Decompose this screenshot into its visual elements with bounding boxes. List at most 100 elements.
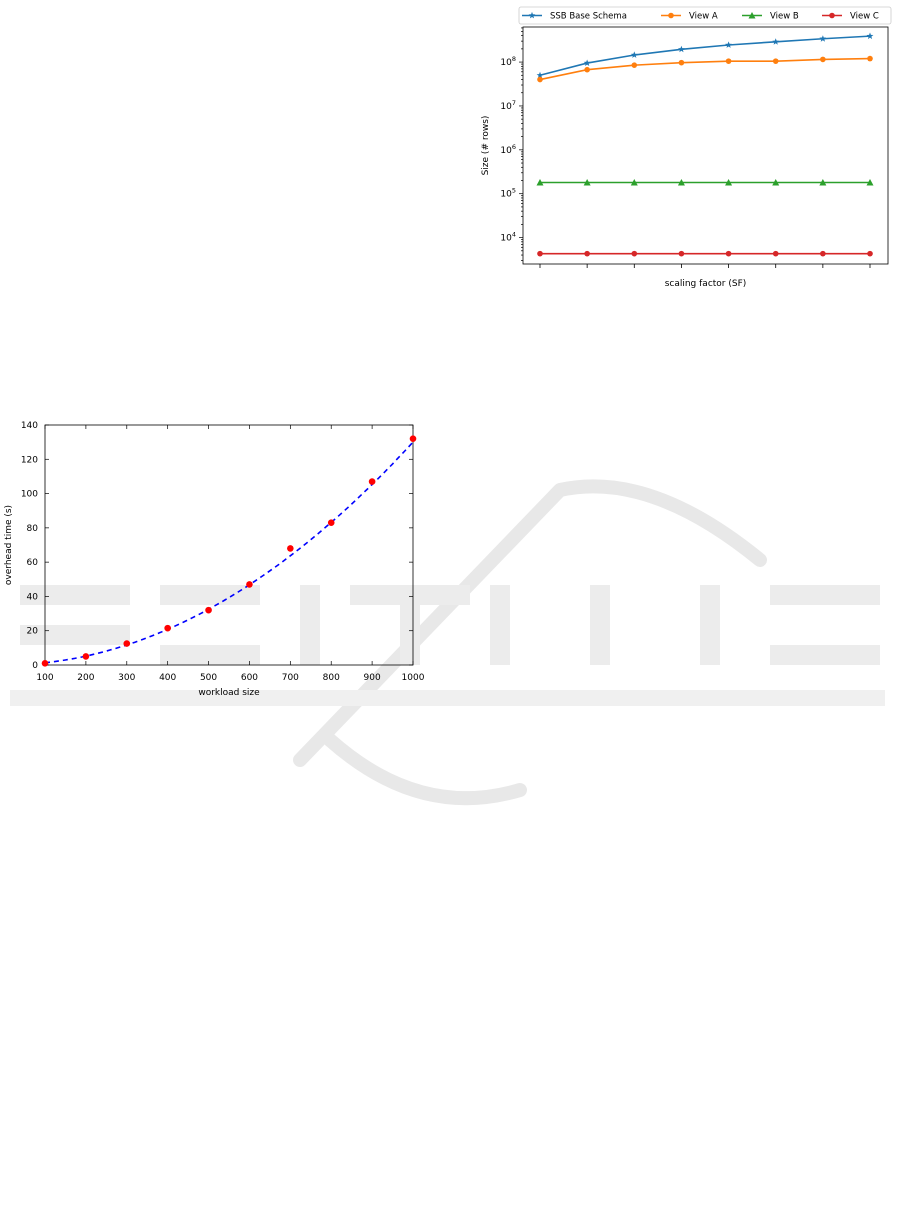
- chart1-point: [537, 76, 543, 83]
- watermark-block: [160, 585, 260, 605]
- chart1-point: [866, 179, 874, 186]
- chart2-x-tick-label: 400: [159, 673, 176, 683]
- chart2-x-tick-label: 100: [36, 673, 53, 683]
- legend-marker-2: [748, 12, 756, 19]
- chart1-y-tick-label: 106: [500, 143, 516, 156]
- chart1-point: [725, 41, 732, 48]
- chart1-point: [630, 179, 638, 186]
- chart2-data-point: [205, 606, 212, 614]
- watermark-swoosh: [293, 479, 767, 767]
- watermark-logo: [293, 479, 767, 806]
- chart2-data-point: [246, 581, 253, 588]
- chart2-x-tick-label: 700: [282, 673, 299, 683]
- chart1-point: [867, 250, 873, 257]
- watermark-letter-blocks: [20, 585, 880, 665]
- chart2-y-tick-label: 60: [27, 558, 39, 568]
- legend-label-1: View A: [689, 12, 718, 22]
- chart1-point: [819, 179, 827, 186]
- legend-marker-1: [668, 12, 674, 19]
- chart2-plot-area: [44, 424, 414, 666]
- chart1-point: [583, 59, 591, 66]
- chart1-point: [725, 58, 732, 64]
- chart2-y-tick-label: 20: [27, 627, 39, 637]
- chart2-x-tick-label: 1000: [402, 673, 425, 683]
- chart2-data-point: [82, 653, 90, 660]
- chart2-y-tick-label: 80: [27, 524, 39, 534]
- chart1-point: [866, 32, 874, 40]
- chart2-data-point: [164, 624, 171, 632]
- chart2-data-point: [409, 435, 417, 443]
- chart2-y-tick-label: 100: [21, 490, 38, 500]
- chart1-point: [725, 179, 733, 186]
- chart2-y-tick-label: 140: [21, 421, 38, 431]
- chart1-point: [678, 59, 685, 66]
- chart1-point: [772, 250, 779, 257]
- chart1-point: [820, 56, 826, 63]
- chart2-x-tick-label: 800: [323, 673, 340, 683]
- legend-label-3: View C: [850, 12, 879, 22]
- chart1-point: [678, 250, 685, 257]
- chart2-data-point: [41, 659, 49, 667]
- watermark-block: [160, 645, 260, 665]
- chart1-series-line-1: [539, 57, 871, 81]
- chart1-point: [772, 38, 780, 45]
- chart1-series-line-0: [539, 35, 871, 77]
- chart1-point: [630, 51, 638, 58]
- chart1-y-tick-label: 108: [500, 55, 516, 68]
- chart2-x-tick-label: 500: [200, 673, 217, 683]
- chart1-point: [584, 250, 590, 257]
- chart1-y-tick-label: 107: [500, 99, 516, 112]
- watermark-block: [20, 585, 130, 605]
- watermark-block: [770, 585, 880, 605]
- legend-label-2: View B: [770, 12, 799, 22]
- chart1-point: [867, 55, 873, 62]
- chart1-point: [631, 250, 638, 257]
- chart2-y-axis-label: overhead time (s): [4, 505, 14, 585]
- chart2-data-point: [327, 519, 335, 527]
- legend-marker-0: [528, 11, 536, 19]
- chart1-point: [772, 58, 779, 64]
- chart1-point: [584, 66, 590, 73]
- chart1-legend: [518, 6, 892, 25]
- chart2-x-tick-label: 900: [364, 673, 381, 683]
- chart1-point: [819, 35, 827, 42]
- chart2-data-point: [368, 478, 376, 485]
- chart2-x-tick-label: 600: [241, 673, 258, 683]
- chart1-point: [536, 71, 544, 79]
- watermark-block: [590, 585, 610, 665]
- chart2-x-axis-label: workload size: [198, 688, 260, 698]
- chart1-point: [537, 250, 543, 257]
- chart2-x-tick-label: 300: [118, 673, 135, 683]
- chart2-y-tick-label: 40: [27, 592, 39, 602]
- chart2-x-tick-label: 200: [77, 673, 94, 683]
- chart1-point: [536, 179, 544, 186]
- chart1-point: [677, 179, 685, 186]
- watermark-block: [300, 585, 320, 665]
- watermark-block: [400, 585, 420, 665]
- chart2-data-point: [287, 545, 294, 552]
- watermark-block: [770, 645, 880, 665]
- chart1-point: [583, 179, 591, 186]
- chart1-y-tick-label: 105: [500, 187, 516, 200]
- watermark-block: [490, 585, 510, 665]
- chart1-point: [725, 250, 732, 257]
- legend-label-0: SSB Base Schema: [550, 12, 627, 22]
- watermark-subtitle-band: [10, 690, 885, 706]
- chart1-plot-area: [522, 26, 889, 265]
- chart2-data-point: [123, 640, 131, 647]
- watermark-block: [700, 585, 720, 665]
- chart2-fit-curve: [44, 441, 414, 664]
- watermark-swoosh-lower: [323, 733, 527, 806]
- legend-marker-3: [829, 12, 835, 19]
- chart1-x-axis-label: scaling factor (SF): [665, 279, 747, 289]
- chart2-y-tick-label: 120: [21, 455, 38, 465]
- chart1-point: [678, 45, 685, 53]
- chart1-point: [631, 62, 638, 68]
- chart1-y-axis-label: Size (# rows): [481, 116, 491, 176]
- chart1-point: [820, 250, 826, 257]
- chart1-point: [772, 179, 780, 186]
- watermark-block: [20, 625, 130, 645]
- chart2-y-tick-label: 0: [32, 661, 38, 671]
- chart1-y-tick-label: 104: [500, 231, 516, 244]
